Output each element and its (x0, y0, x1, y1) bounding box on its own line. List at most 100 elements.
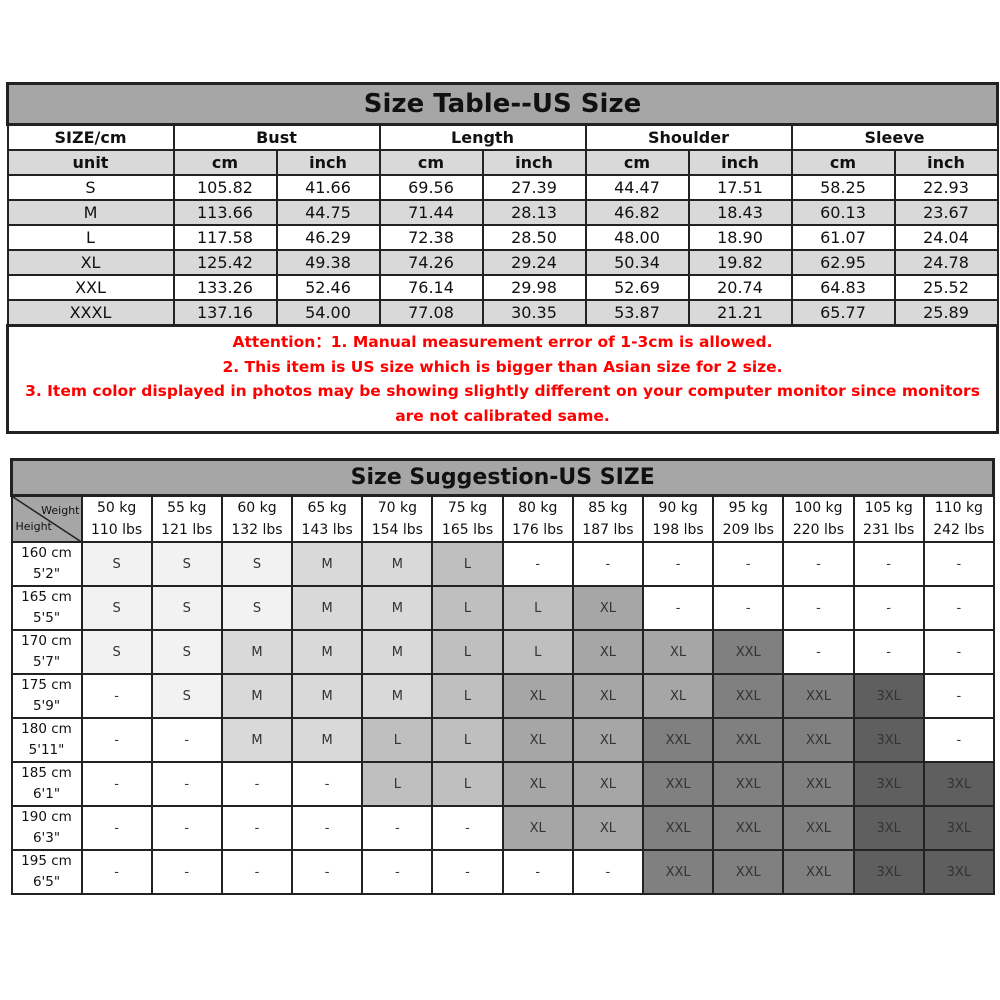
measurement-cell: 28.50 (481, 224, 587, 251)
measurement-cell: 62.95 (790, 249, 896, 276)
measurement-cell: 49.38 (275, 249, 381, 276)
note-line: Attention：1. Manual measurement error of… (232, 333, 773, 351)
measurement-cell: 50.34 (584, 249, 690, 276)
height-header: 175 cm 5'9" (10, 673, 83, 719)
measurement-cell: 65.77 (790, 299, 896, 327)
weight-header: 55 kg 121 lbs (150, 494, 223, 543)
measurement-cell: 27.39 (481, 174, 587, 201)
weight-kg: 70 kg (377, 500, 417, 516)
weight-lbs: 187 lbs (582, 522, 634, 538)
suggested-size-cell: 3XL (922, 761, 995, 807)
weight-header: 85 kg 187 lbs (571, 494, 645, 543)
suggested-size-cell: XL (571, 761, 645, 807)
weight-header: 60 kg 132 lbs (220, 494, 294, 543)
suggested-size-cell: XL (501, 673, 574, 719)
suggested-size-cell: - (361, 849, 434, 895)
unit-header: cm (172, 149, 278, 176)
weight-kg: 105 kg (864, 500, 913, 516)
measurement-cell: 137.16 (172, 299, 278, 327)
suggested-size-cell: XL (501, 717, 574, 763)
suggested-size-cell: XL (641, 629, 715, 675)
size-label: XXL (6, 274, 175, 301)
height-ft: 5'5" (32, 610, 61, 626)
suggested-size-cell: XXL (712, 629, 785, 675)
suggested-size-cell: 3XL (922, 805, 995, 851)
weight-lbs: 121 lbs (161, 522, 213, 538)
unit-header: inch (481, 149, 587, 176)
suggested-size-cell: XL (571, 673, 645, 719)
weight-lbs: 209 lbs (722, 522, 774, 538)
suggested-size-cell: L (501, 585, 574, 631)
suggested-size-cell: M (291, 717, 364, 763)
suggested-size-cell: - (782, 585, 855, 631)
measurement-cell: 133.26 (172, 274, 278, 301)
height-header: 185 cm 6'1" (10, 761, 83, 807)
measurement-cell: 30.35 (481, 299, 587, 327)
measurement-cell: 19.82 (687, 249, 793, 276)
unit-header: cm (584, 149, 690, 176)
measurement-cell: 74.26 (378, 249, 484, 276)
height-cm: 160 cm (21, 545, 72, 561)
suggested-size-cell: S (150, 541, 223, 587)
suggested-size-cell: L (431, 673, 504, 719)
weight-header: 75 kg 165 lbs (431, 494, 504, 543)
suggested-size-cell: - (922, 541, 995, 587)
note-line: 3. Item color displayed in photos may be… (25, 382, 980, 425)
measurement-cell: 44.47 (584, 174, 690, 201)
suggested-size-cell: L (431, 629, 504, 675)
measurement-cell: 125.42 (172, 249, 278, 276)
suggested-size-cell: - (150, 849, 223, 895)
weight-kg: 90 kg (658, 500, 698, 516)
table-row: M 113.66 44.75 71.44 28.13 46.82 18.43 60.13 23.… (6, 199, 999, 226)
suggested-size-cell: - (922, 585, 995, 631)
suggested-size-cell: XXL (712, 761, 785, 807)
unit-header: cm (378, 149, 484, 176)
height-ft: 5'11" (28, 742, 65, 758)
size-table: Size Table--US Size SIZE/cm Bust Length Shou… (5, 82, 1000, 434)
weight-kg: 50 kg (96, 500, 137, 516)
suggested-size-cell: XXL (641, 761, 715, 807)
unit-header: inch (893, 149, 999, 176)
suggested-size-cell: - (782, 541, 855, 587)
measurement-cell: 23.67 (893, 199, 999, 226)
suggested-size-cell: - (641, 541, 715, 587)
suggested-size-cell: - (922, 673, 995, 719)
measurement-cell: 46.29 (275, 224, 381, 251)
height-cm: 185 cm (21, 765, 72, 781)
height-row: 160 cm 5'2" S S S M M L - - - - - - - (10, 541, 995, 587)
suggested-size-cell: - (641, 585, 715, 631)
weight-lbs: 231 lbs (863, 522, 915, 538)
diagonal-divider (13, 497, 80, 541)
weight-lbs: 242 lbs (933, 522, 985, 538)
suggested-size-cell: L (431, 761, 504, 807)
weight-header: 90 kg 198 lbs (641, 494, 715, 543)
height-ft: 6'5" (32, 874, 61, 890)
height-ft: 5'7" (32, 654, 61, 670)
suggested-size-cell: - (291, 805, 364, 851)
measurement-cell: 58.25 (790, 174, 896, 201)
suggested-size-cell: XXL (641, 849, 715, 895)
weight-kg: 65 kg (307, 500, 347, 516)
suggested-size-cell: - (782, 629, 855, 675)
suggested-size-cell: M (361, 585, 434, 631)
measurement-cell: 29.98 (481, 274, 587, 301)
suggested-size-cell: M (291, 541, 364, 587)
measurement-cell: 105.82 (172, 174, 278, 201)
suggested-size-cell: S (150, 673, 223, 719)
measurement-cell: 77.08 (378, 299, 484, 327)
height-header: 165 cm 5'5" (10, 585, 83, 631)
suggested-size-cell: S (220, 541, 294, 587)
size-label: XL (6, 249, 175, 276)
height-header: 195 cm 6'5" (10, 849, 83, 895)
suggested-size-cell: - (852, 585, 925, 631)
title-row: Size Suggestion-US SIZE (9, 458, 996, 497)
suggested-size-cell: XL (571, 717, 645, 763)
height-row: 170 cm 5'7" S S M M M L L XL XL XXL - - - (10, 629, 995, 675)
suggested-size-cell: 3XL (852, 805, 925, 851)
suggested-size-cell: XXL (782, 849, 855, 895)
height-row: 195 cm 6'5" - - - - - - - - XXL XXL XXL 3XL 3XL (10, 849, 995, 895)
suggested-size-cell: - (220, 805, 294, 851)
suggested-size-cell: - (80, 717, 153, 763)
suggested-size-cell: - (80, 805, 153, 851)
measurement-cell: 18.43 (687, 199, 793, 226)
